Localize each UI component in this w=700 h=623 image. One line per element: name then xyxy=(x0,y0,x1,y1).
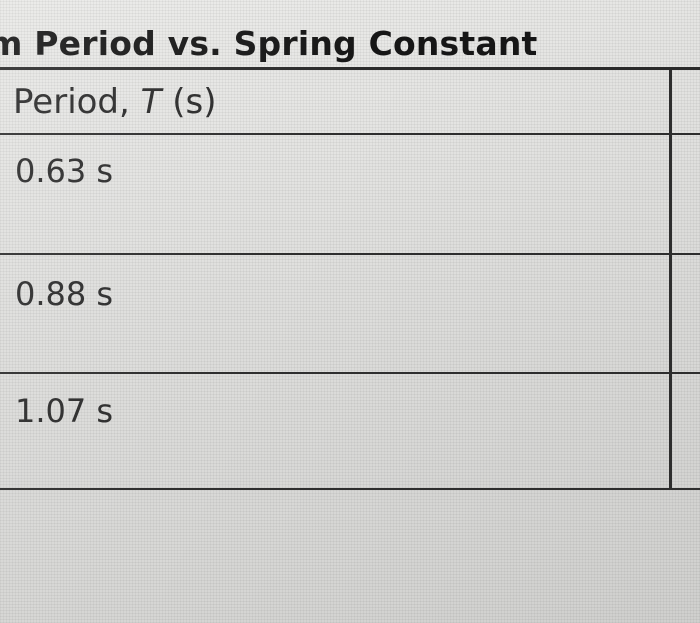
period-value: 0.88 s xyxy=(15,275,114,313)
column-header-cell[interactable]: Period, T (s) xyxy=(0,70,672,135)
table-row[interactable]: 0.88 s xyxy=(0,255,672,374)
title-divider xyxy=(0,67,700,70)
adjacent-cell[interactable] xyxy=(672,135,700,255)
header-suffix: (s) xyxy=(161,82,217,122)
table-row[interactable]: 1.07 s xyxy=(0,374,672,490)
adjacent-cell[interactable] xyxy=(672,255,700,374)
header-symbol: T xyxy=(140,82,162,122)
period-value: 0.63 s xyxy=(15,152,114,190)
table-row[interactable]: 0.63 s xyxy=(0,135,672,255)
period-value: 1.07 s xyxy=(15,392,114,430)
adjacent-header-cell[interactable] xyxy=(672,70,700,135)
header-prefix: Period, xyxy=(13,82,141,122)
column-header-period: Period, T (s) xyxy=(13,82,216,122)
table-title: m Period vs. Spring Constant xyxy=(0,24,538,63)
adjacent-cell[interactable] xyxy=(672,374,700,490)
